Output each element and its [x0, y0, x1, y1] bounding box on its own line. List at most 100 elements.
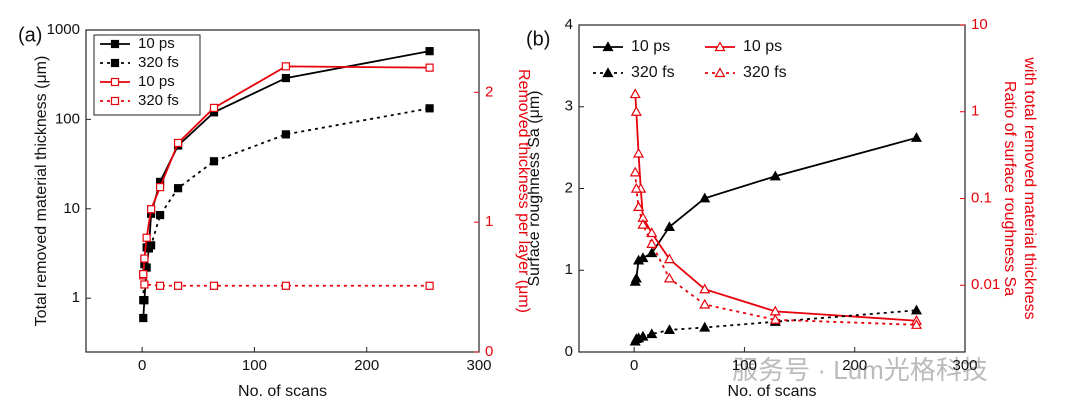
- data-point: [630, 272, 642, 283]
- data-point: [140, 280, 149, 289]
- y2-tick-label: 0: [485, 343, 493, 360]
- data-point: [663, 324, 675, 335]
- data-point: [663, 221, 675, 232]
- x-tick-label: 200: [842, 357, 867, 374]
- data-point: [629, 88, 641, 99]
- x-tick-label: 100: [242, 357, 267, 374]
- data-point: [630, 106, 642, 116]
- y-tick-label: 4: [565, 16, 573, 33]
- y2-axis-label: with total removed material thickness: [1021, 56, 1038, 319]
- y2-tick-label: 1: [971, 103, 979, 120]
- legend-label: 320 fs: [631, 64, 675, 81]
- data-point: [910, 132, 923, 142]
- data-point: [637, 330, 649, 341]
- series-line: [634, 136, 917, 282]
- y2-axis-label: Ratio of surface roughness Sa: [1001, 81, 1018, 296]
- data-point: [769, 170, 781, 181]
- x-tick-label: 100: [732, 357, 757, 374]
- y-tick-label: 100: [55, 110, 80, 127]
- data-point: [142, 233, 151, 242]
- data-point: [425, 104, 434, 113]
- y-axis-label: Total removed material thickness (μm): [33, 56, 50, 327]
- series-line: [142, 50, 430, 319]
- y2-tick-label: 0.1: [971, 189, 992, 206]
- data-point: [147, 205, 156, 214]
- data-point: [699, 283, 711, 294]
- data-point: [209, 281, 219, 290]
- legend-label: 10 ps: [743, 38, 782, 55]
- series-line: [634, 172, 917, 326]
- data-point: [629, 166, 641, 177]
- legend-marker: [110, 96, 120, 106]
- x-tick-label: 300: [466, 357, 491, 374]
- y-tick-label: 1000: [47, 21, 80, 38]
- data-point: [646, 247, 658, 258]
- data-point: [646, 227, 658, 238]
- series-line: [142, 107, 430, 301]
- data-point: [139, 269, 148, 279]
- legend-label: 10 ps: [138, 73, 175, 90]
- data-point: [630, 182, 642, 193]
- y2-tick-label: 1: [485, 213, 493, 230]
- data-point: [637, 252, 649, 263]
- data-point: [173, 184, 183, 193]
- y-tick-label: 1: [565, 261, 573, 278]
- panel-label: (b): [526, 28, 550, 50]
- data-point: [910, 319, 923, 329]
- data-point: [633, 201, 645, 212]
- x-tick-label: 300: [952, 357, 977, 374]
- legend-box: [93, 34, 201, 116]
- y-tick-label: 1: [72, 289, 80, 306]
- data-point: [699, 321, 711, 332]
- legend-label: 320 fs: [138, 54, 179, 71]
- data-point: [769, 314, 781, 324]
- data-point: [281, 281, 290, 290]
- data-point: [281, 130, 290, 139]
- data-point: [209, 103, 219, 113]
- legend-marker: [110, 39, 120, 49]
- data-point: [663, 253, 675, 264]
- x-axis-label: No. of scans: [238, 383, 327, 400]
- data-point: [281, 62, 290, 71]
- data-point: [425, 63, 434, 72]
- data-point: [156, 183, 165, 192]
- panel-label: (a): [18, 24, 42, 46]
- data-point: [646, 328, 658, 339]
- y2-tick-label: 10: [971, 16, 988, 33]
- legend-marker: [714, 41, 726, 52]
- legend-marker: [714, 67, 726, 78]
- legend-marker: [602, 67, 614, 78]
- legend-label: 320 fs: [138, 92, 179, 109]
- series-line: [634, 93, 917, 322]
- data-point: [140, 254, 149, 263]
- y-tick-label: 0: [565, 343, 573, 360]
- y-axis-label: Surface roughness Sa (μm): [526, 91, 543, 287]
- x-tick-label: 200: [354, 357, 379, 374]
- data-point: [637, 218, 649, 229]
- data-point: [633, 147, 645, 158]
- x-tick-label: 0: [630, 357, 638, 374]
- data-point: [139, 313, 148, 323]
- legend-marker: [110, 77, 120, 87]
- legend-label: 10 ps: [138, 35, 175, 52]
- y2-tick-label: 0.01: [971, 276, 1000, 293]
- data-point: [173, 281, 183, 290]
- y-tick-label: 2: [565, 179, 573, 196]
- data-point: [209, 157, 219, 166]
- data-point: [147, 241, 156, 250]
- data-point: [663, 272, 675, 283]
- series-line: [142, 65, 430, 276]
- watermark: 服务号 · Lum光格科技: [732, 355, 988, 385]
- data-point: [425, 281, 434, 290]
- legend-label: 320 fs: [743, 64, 787, 81]
- data-point: [156, 210, 165, 220]
- y-tick-label: 10: [63, 200, 80, 217]
- x-tick-label: 0: [138, 357, 146, 374]
- data-point: [173, 138, 183, 148]
- data-point: [699, 192, 711, 203]
- plot-frame: [85, 29, 480, 353]
- y2-tick-label: 2: [485, 83, 493, 100]
- y2-axis-label: Removed thickness per layer (μm): [515, 69, 532, 313]
- x-axis-label: No. of scans: [728, 383, 817, 400]
